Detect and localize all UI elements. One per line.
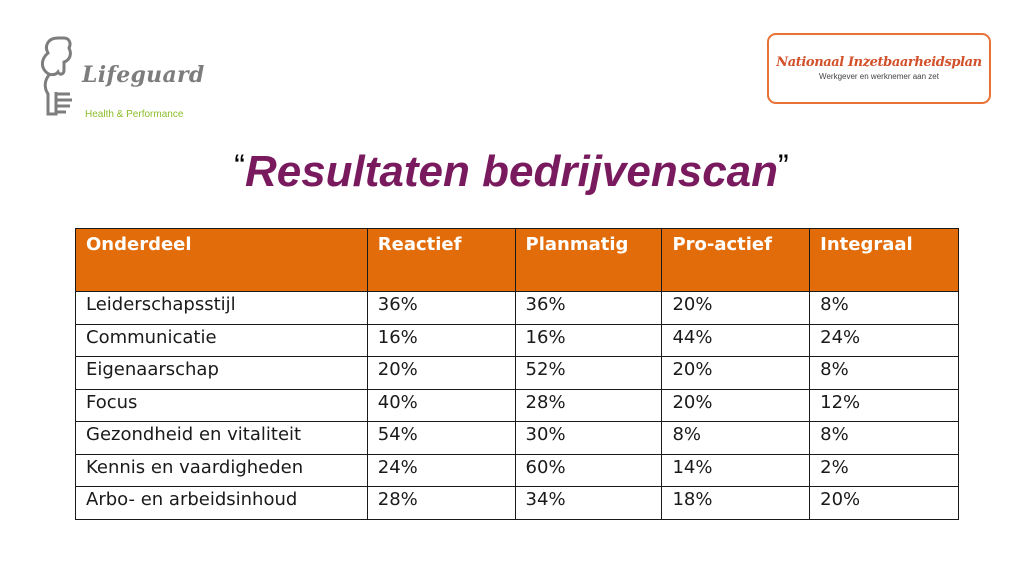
table-cell: 28% [366, 486, 516, 520]
table-cell: Communicatie [75, 323, 368, 357]
table-cell: 8% [809, 421, 959, 455]
table-cell: Leiderschapsstijl [75, 291, 368, 325]
table-cell: Focus [75, 388, 368, 422]
table-cell: 8% [661, 421, 811, 455]
table-cell: 60% [514, 453, 663, 487]
logo-title: Nationaal Inzetbaarheidsplan [776, 55, 982, 70]
header-onderdeel: Onderdeel [75, 228, 368, 292]
nationaal-inzetbaarheidsplan-logo: Nationaal Inzetbaarheidsplan Werkgever e… [767, 33, 991, 104]
table-row: Focus 40% 28% 20% 12% [75, 388, 959, 422]
header-integraal: Integraal [809, 228, 959, 292]
table-cell: 40% [366, 388, 516, 422]
table-cell: 8% [809, 356, 959, 390]
table-row: Eigenaarschap 20% 52% 20% 8% [75, 356, 959, 390]
table-cell: Arbo- en arbeidsinhoud [75, 486, 368, 520]
table-cell: 36% [366, 291, 516, 325]
table-cell: 34% [514, 486, 663, 520]
table-cell: 52% [514, 356, 663, 390]
title-text: Resultaten bedrijvenscan [244, 147, 779, 196]
table-cell: 20% [661, 388, 811, 422]
table-cell: 16% [514, 323, 663, 357]
table-cell: Eigenaarschap [75, 356, 368, 390]
table-cell: 18% [661, 486, 811, 520]
lifeguard-keyhole-icon [40, 36, 72, 116]
table-cell: 20% [809, 486, 959, 520]
table-row: Leiderschapsstijl 36% 36% 20% 8% [75, 291, 959, 325]
close-quote: ” [778, 148, 789, 184]
table-cell: 24% [366, 453, 516, 487]
lifeguard-brand-name: Lifeguard [82, 62, 205, 88]
table-cell: 12% [809, 388, 959, 422]
header-reactief: Reactief [366, 228, 516, 292]
table-cell: 16% [366, 323, 516, 357]
table-header-row: Onderdeel Reactief Planmatig Pro-actief … [75, 228, 959, 292]
lifeguard-logo: Lifeguard Health & Performance [38, 34, 238, 124]
header-planmatig: Planmatig [514, 228, 663, 292]
table-row: Arbo- en arbeidsinhoud 28% 34% 18% 20% [75, 486, 959, 520]
table-cell: 20% [366, 356, 516, 390]
table-cell: 28% [514, 388, 663, 422]
table-cell: 44% [661, 323, 811, 357]
table-row: Gezondheid en vitaliteit 54% 30% 8% 8% [75, 421, 959, 455]
table-row: Communicatie 16% 16% 44% 24% [75, 323, 959, 357]
lifeguard-tagline: Health & Performance [85, 109, 184, 120]
table-cell: 24% [809, 323, 959, 357]
table-cell: Kennis en vaardigheden [75, 453, 368, 487]
table-cell: Gezondheid en vitaliteit [75, 421, 368, 455]
table-cell: 2% [809, 453, 959, 487]
table-cell: 54% [366, 421, 516, 455]
table-cell: 8% [809, 291, 959, 325]
header-pro-actief: Pro-actief [661, 228, 811, 292]
logo-subtitle: Werkgever en werknemer aan zet [819, 72, 939, 81]
table-cell: 14% [661, 453, 811, 487]
slide-title: “Resultaten bedrijvenscan” [0, 142, 1023, 202]
table-cell: 20% [661, 356, 811, 390]
results-table: Onderdeel Reactief Planmatig Pro-actief … [75, 228, 959, 520]
table-row: Kennis en vaardigheden 24% 60% 14% 2% [75, 453, 959, 487]
table-cell: 30% [514, 421, 663, 455]
open-quote: “ [234, 148, 245, 184]
table-cell: 36% [514, 291, 663, 325]
table-cell: 20% [661, 291, 811, 325]
